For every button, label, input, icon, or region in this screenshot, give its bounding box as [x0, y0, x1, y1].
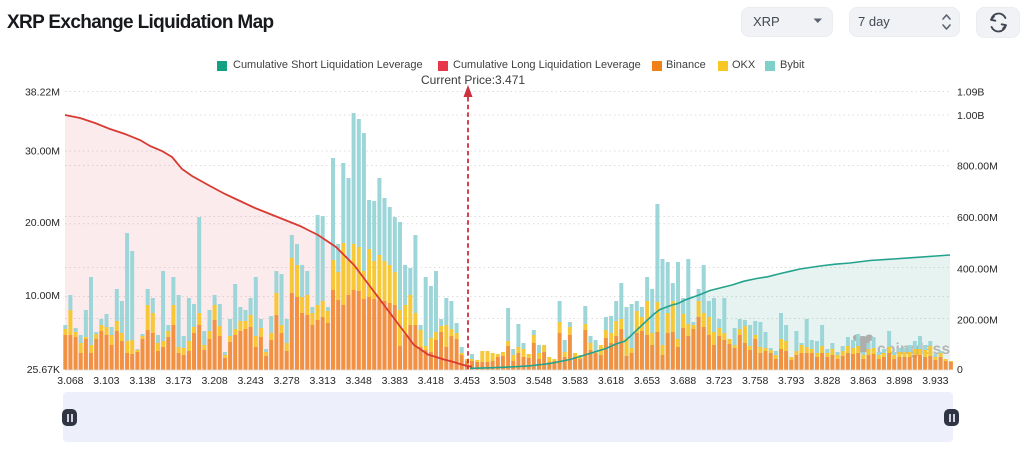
- svg-text:600.00M: 600.00M: [957, 212, 998, 224]
- svg-text:3.208: 3.208: [201, 375, 227, 387]
- svg-text:3.688: 3.688: [670, 375, 696, 387]
- svg-text:200.00M: 200.00M: [957, 315, 998, 327]
- svg-text:400.00M: 400.00M: [957, 263, 998, 275]
- svg-text:30.00M: 30.00M: [25, 145, 60, 157]
- svg-text:3.793: 3.793: [778, 375, 804, 387]
- svg-text:3.898: 3.898: [886, 375, 912, 387]
- svg-text:3.418: 3.418: [418, 375, 444, 387]
- svg-text:3.653: 3.653: [634, 375, 660, 387]
- svg-text:10.00M: 10.00M: [25, 290, 60, 302]
- svg-text:3.453: 3.453: [454, 375, 480, 387]
- svg-text:25.67K: 25.67K: [27, 364, 60, 376]
- svg-text:20.00M: 20.00M: [25, 217, 60, 229]
- svg-text:800.00M: 800.00M: [957, 161, 998, 173]
- svg-text:3.548: 3.548: [526, 375, 552, 387]
- svg-text:38.22M: 38.22M: [25, 87, 60, 99]
- svg-text:3.618: 3.618: [598, 375, 624, 387]
- svg-text:3.278: 3.278: [273, 375, 299, 387]
- svg-text:3.383: 3.383: [382, 375, 408, 387]
- svg-text:3.828: 3.828: [814, 375, 840, 387]
- svg-text:3.933: 3.933: [922, 375, 948, 387]
- svg-text:3.583: 3.583: [562, 375, 588, 387]
- svg-text:3.723: 3.723: [706, 375, 732, 387]
- svg-text:3.758: 3.758: [742, 375, 768, 387]
- svg-text:0: 0: [957, 364, 963, 376]
- svg-text:3.138: 3.138: [129, 375, 155, 387]
- svg-text:3.503: 3.503: [490, 375, 516, 387]
- svg-text:3.863: 3.863: [850, 375, 876, 387]
- svg-text:1.00B: 1.00B: [957, 110, 984, 122]
- svg-text:3.348: 3.348: [346, 375, 372, 387]
- svg-text:3.243: 3.243: [237, 375, 263, 387]
- svg-text:3.173: 3.173: [165, 375, 191, 387]
- svg-text:3.068: 3.068: [57, 375, 83, 387]
- svg-text:3.103: 3.103: [93, 375, 119, 387]
- svg-text:1.09B: 1.09B: [957, 87, 984, 99]
- svg-text:3.313: 3.313: [310, 375, 336, 387]
